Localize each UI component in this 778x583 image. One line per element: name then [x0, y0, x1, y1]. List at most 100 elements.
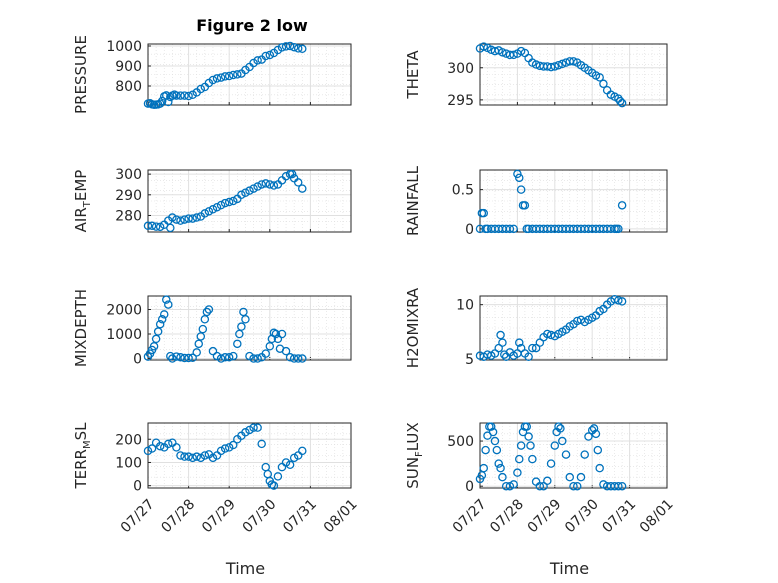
data-point: [599, 79, 608, 89]
data-point: [172, 443, 181, 452]
y-tick-label: 500: [447, 434, 474, 450]
data-point: [481, 445, 490, 455]
data-point: [265, 50, 275, 60]
data-point: [184, 452, 193, 461]
x-tick-label: 07/30: [562, 496, 602, 536]
data-point: [180, 353, 189, 363]
data-point: [513, 169, 522, 179]
data-point: [164, 439, 173, 449]
data-point: [558, 59, 567, 69]
data-point: [202, 307, 212, 317]
data-point: [224, 353, 234, 362]
y-tick-label: 0: [465, 479, 474, 495]
data-point: [614, 224, 623, 234]
data-point: [509, 224, 518, 234]
data-point: [164, 97, 173, 107]
x-tick-label: 07/31: [280, 496, 320, 536]
data-point: [273, 472, 283, 481]
data-point: [293, 354, 303, 363]
data-point: [546, 62, 556, 72]
data-point: [528, 454, 537, 464]
axes-box: [147, 169, 352, 233]
y-tick-label: 900: [115, 59, 142, 75]
y-axis-label: SUNFLUX: [404, 422, 425, 488]
data-point: [200, 451, 210, 460]
data-point: [277, 43, 287, 52]
x-tick-label: 07/29: [525, 496, 565, 536]
subplot-pressure: 800 900 1000 PRESSURE: [72, 35, 352, 114]
y-axis-label: AIRTEMP: [72, 170, 93, 233]
y-axis-label: TERRMSL: [72, 422, 93, 490]
data-point: [281, 346, 291, 356]
data-point: [277, 329, 287, 339]
data-point: [155, 319, 165, 329]
data-point: [520, 201, 530, 210]
data-point: [617, 481, 627, 491]
data-point: [220, 444, 230, 453]
data-point: [285, 460, 295, 470]
x-tick-label: 07/29: [199, 496, 239, 536]
data-point: [550, 441, 560, 450]
data-point: [595, 73, 604, 82]
subplot-theta: 295 300 THETA: [404, 42, 668, 109]
data-point: [293, 178, 303, 187]
data-point: [265, 180, 275, 189]
data-point: [194, 339, 203, 349]
data-point: [293, 44, 303, 53]
data-point: [614, 481, 623, 491]
y-axis-label: PRESSURE: [72, 35, 90, 114]
data-point: [216, 73, 226, 82]
data-point: [155, 99, 165, 108]
data-point: [253, 423, 262, 432]
data-point: [176, 353, 185, 362]
data-point: [155, 441, 165, 451]
data-point: [298, 354, 307, 363]
axes-box: [147, 43, 352, 106]
axes-box: [479, 43, 668, 106]
data-point: [554, 422, 563, 431]
data-point: [257, 439, 266, 449]
data-point: [556, 424, 565, 433]
data-point: [593, 445, 603, 455]
data-point: [498, 338, 507, 347]
data-point: [224, 71, 234, 81]
data-point: [208, 453, 218, 463]
data-point: [224, 197, 234, 207]
data-point: [550, 62, 560, 71]
data-point: [516, 185, 526, 194]
data-point: [157, 315, 167, 324]
data-point: [241, 428, 250, 437]
data-point: [271, 329, 281, 339]
data-point: [513, 468, 522, 477]
x-tick-label: 08/01: [321, 496, 361, 536]
y-tick-label: 2000: [106, 302, 142, 318]
y-tick-label: 1000: [106, 327, 142, 343]
x-tick-label: 08/01: [637, 496, 677, 536]
data-point: [281, 42, 291, 51]
data-point: [261, 179, 270, 188]
data-point: [496, 330, 505, 340]
data-point: [249, 184, 258, 193]
subplot-h2omixra: 5 10 H2OMIXRA: [404, 287, 668, 368]
data-point: [561, 450, 571, 459]
y-tick-label: 800: [115, 79, 142, 95]
data-point: [245, 186, 254, 195]
data-point: [488, 427, 498, 437]
data-point: [486, 422, 496, 431]
data-point: [617, 297, 627, 306]
data-point: [515, 454, 524, 464]
data-point: [220, 72, 230, 81]
data-point: [168, 213, 177, 222]
data-point: [554, 60, 563, 70]
y-tick-label: 280: [115, 208, 142, 224]
data-point: [617, 201, 627, 210]
data-point: [569, 57, 578, 66]
data-point: [589, 424, 599, 433]
data-point: [216, 354, 226, 363]
data-point: [249, 423, 258, 432]
data-point: [229, 70, 238, 80]
data-point: [184, 91, 193, 101]
y-axis-label: MIXDEPTH: [72, 289, 90, 367]
data-point: [237, 190, 246, 200]
data-point: [535, 481, 545, 491]
